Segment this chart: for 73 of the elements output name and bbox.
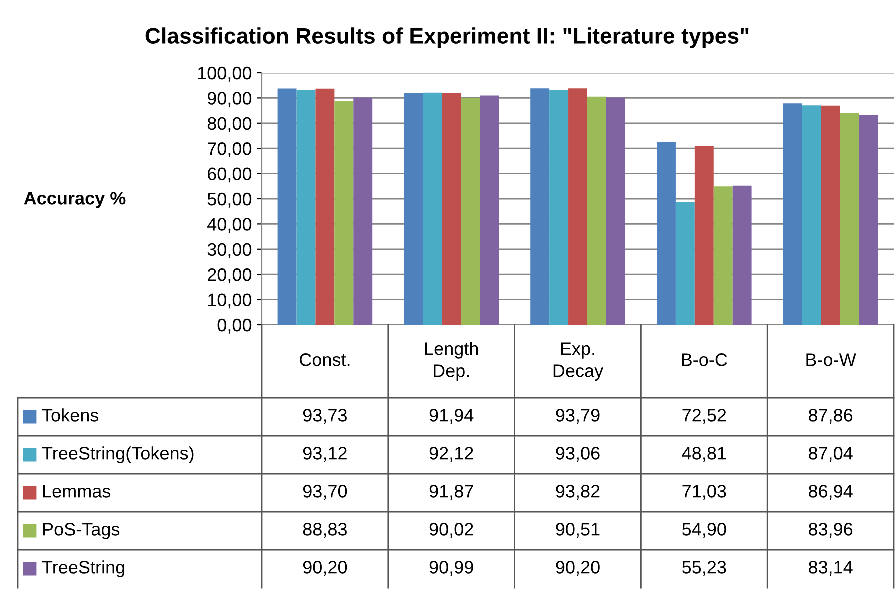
y-tick-label: 100,00	[198, 66, 252, 82]
bar	[657, 142, 676, 325]
legend-label: TreeString	[42, 560, 124, 578]
data-label: 86,94	[808, 485, 853, 500]
data-label: 93,73	[303, 409, 347, 424]
bar	[587, 96, 606, 325]
y-tick-label: 10,00	[208, 294, 252, 309]
bar	[840, 113, 860, 325]
data-label: 88,83	[303, 523, 347, 538]
bar	[783, 104, 802, 325]
bar	[568, 88, 588, 325]
x-tick-label: Length Dep.	[425, 342, 478, 381]
data-label: 90,02	[430, 523, 474, 538]
data-label: 87,04	[808, 447, 853, 462]
x-tick-label: Const.	[300, 354, 350, 366]
y-tick-label: 60,00	[208, 168, 252, 183]
bar	[676, 202, 695, 325]
data-label: 90,20	[303, 561, 348, 576]
chart-title: Classification Results of Experiment II: "Literature types"	[146, 28, 749, 48]
bar	[423, 92, 442, 325]
legend-label: PoS-Tags	[43, 523, 120, 540]
data-label: 87,86	[808, 409, 853, 424]
data-label: 91,94	[430, 409, 474, 424]
y-tick-label: 0,00	[218, 318, 252, 334]
data-label: 83,14	[808, 561, 853, 576]
data-label: 93,70	[303, 485, 348, 500]
legend-label: Tokens	[42, 408, 99, 422]
data-label: 54,90	[682, 523, 726, 538]
bar	[550, 90, 569, 325]
bar	[278, 88, 297, 325]
bar	[694, 146, 714, 325]
bar	[354, 98, 373, 325]
legend-label: Lemmas	[43, 485, 111, 498]
data-label: 83,96	[808, 523, 853, 538]
data-label: 92,12	[430, 447, 474, 462]
x-tick-label: Exp. Decay	[554, 342, 604, 381]
bar	[461, 98, 480, 325]
bar	[714, 186, 733, 325]
y-tick-label: 90,00	[208, 92, 252, 108]
data-label: 91,87	[430, 485, 474, 500]
bar	[530, 88, 550, 325]
data-label: 93,79	[556, 409, 600, 424]
y-axis-title: Accuracy %	[24, 192, 126, 208]
y-tick-label: 80,00	[208, 117, 252, 132]
y-tick-label: 50,00	[208, 192, 252, 208]
legend-label: TreeString(Tokens)	[42, 446, 194, 464]
bar	[334, 101, 354, 325]
y-tick-label: 20,00	[208, 268, 252, 284]
y-tick-label: 30,00	[208, 243, 252, 258]
data-label: 90,99	[430, 561, 474, 576]
y-tick-label: 40,00	[208, 218, 252, 234]
data-label: 93,12	[303, 447, 347, 462]
data-label: 93,06	[556, 447, 600, 462]
data-label: 93,82	[556, 485, 600, 500]
data-label: 71,03	[682, 485, 726, 500]
bar	[802, 106, 822, 325]
bar	[316, 88, 335, 325]
bar	[404, 93, 424, 325]
data-label: 90,51	[556, 523, 600, 538]
bar	[821, 106, 840, 325]
bar	[442, 93, 462, 325]
bar	[296, 90, 316, 325]
x-tick-label: B-o-C	[682, 354, 728, 366]
data-label: 55,23	[682, 561, 726, 576]
x-tick-label: B-o-W	[806, 354, 856, 366]
data-label: 48,81	[682, 447, 726, 462]
bar	[732, 186, 752, 325]
bar	[480, 96, 499, 325]
bar	[606, 98, 626, 325]
y-tick-label: 70,00	[208, 142, 252, 158]
bar	[859, 115, 878, 325]
data-label: 90,20	[556, 561, 600, 576]
data-label: 72,52	[682, 409, 726, 424]
